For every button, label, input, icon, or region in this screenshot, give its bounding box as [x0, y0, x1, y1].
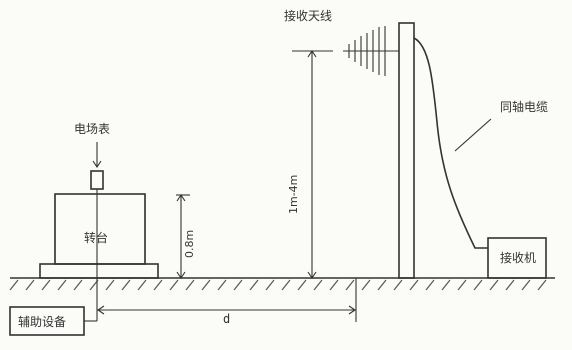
auxiliary-equipment-label: 辅助设备 — [18, 315, 66, 329]
receiver-label: 接收机 — [500, 250, 536, 265]
receiving-antenna-label: 接收天线 — [284, 8, 332, 23]
field-meter-label: 电场表 — [74, 122, 110, 136]
coax-leader-line — [454, 118, 492, 152]
table-height-label: 0.8m — [183, 230, 196, 258]
receiving-antenna-icon — [343, 26, 399, 76]
distance-arrow-right — [348, 305, 356, 315]
turntable-base — [39, 263, 159, 279]
antenna-height-arrow-top — [307, 50, 317, 58]
table-height-arrow-bottom — [176, 271, 186, 279]
ground-hatch — [9, 279, 547, 291]
distance-arrow-left — [97, 305, 105, 315]
meter-arrow-head — [92, 160, 102, 168]
turntable-box — [54, 193, 146, 265]
distance-label: d — [223, 312, 230, 326]
field-meter-device — [90, 170, 104, 190]
antenna-height-label: 1m-4m — [287, 175, 300, 214]
turntable-label: 转台 — [84, 230, 108, 245]
table-height-arrow-top — [176, 194, 186, 202]
coax-cable-line — [413, 37, 488, 249]
coax-cable-label: 同轴电缆 — [500, 99, 548, 114]
antenna-mast — [398, 22, 415, 279]
antenna-height-arrow-bottom — [307, 271, 317, 279]
receiver-box — [487, 237, 547, 279]
